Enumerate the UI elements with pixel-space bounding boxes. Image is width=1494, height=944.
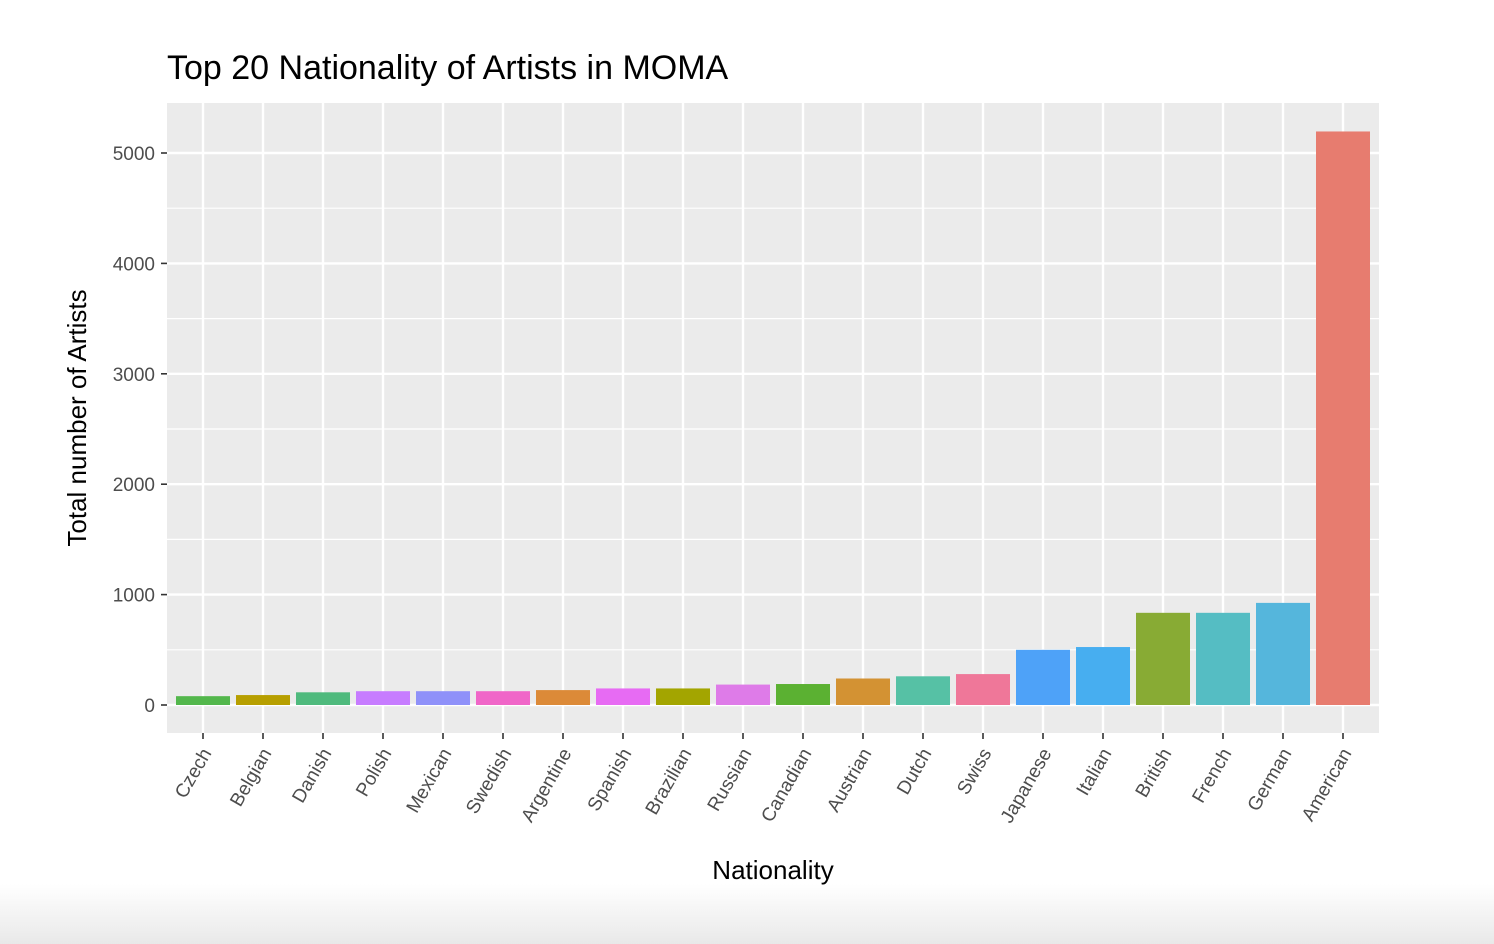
x-axis-title: Nationality — [712, 855, 833, 885]
bar-polish — [356, 691, 410, 705]
x-tick-label-belgian: Belgian — [226, 745, 276, 810]
x-tick-label-dutch: Dutch — [893, 745, 936, 798]
bar-dutch — [896, 676, 950, 705]
bar-british — [1136, 612, 1190, 705]
x-tick-label-french: French — [1189, 745, 1237, 807]
bar-german — [1256, 602, 1310, 705]
x-tick-label-russian: Russian — [704, 745, 757, 815]
x-tick-label-british: British — [1132, 745, 1177, 801]
y-tick-label: 5000 — [113, 144, 155, 165]
bar-spanish — [596, 688, 650, 705]
bar-mexican — [416, 691, 470, 705]
x-tick-label-japanese: Japanese — [997, 745, 1056, 827]
y-axis-title: Total number of Artists — [62, 289, 92, 546]
y-tick-label: 1000 — [113, 586, 155, 607]
bar-russian — [716, 684, 770, 705]
x-tick-label-danish: Danish — [289, 745, 337, 807]
bar-canadian — [776, 684, 830, 705]
bar-czech — [176, 696, 230, 705]
x-tick-label-canadian: Canadian — [757, 745, 816, 826]
chart-title: Top 20 Nationality of Artists in MOMA — [167, 49, 729, 87]
bars — [176, 131, 1370, 706]
y-tick-label: 0 — [144, 696, 155, 717]
bar-danish — [296, 692, 350, 705]
x-tick-label-spanish: Spanish — [584, 745, 637, 815]
x-tick-label-swiss: Swiss — [953, 745, 996, 798]
x-axis: Czech Belgian Danish Polish Mexican Swedish Ar… — [171, 733, 1356, 827]
bar-argentine — [536, 690, 590, 705]
x-tick-label-austrian: Austrian — [823, 745, 876, 816]
major-gridlines — [167, 103, 1379, 733]
bar-american — [1316, 131, 1370, 706]
bar-italian — [1076, 647, 1130, 705]
x-tick-label-swedish: Swedish — [462, 745, 516, 818]
x-tick-label-polish: Polish — [352, 745, 396, 800]
x-tick-label-german: German — [1244, 745, 1297, 815]
x-tick-label-brazilian: Brazilian — [642, 745, 697, 819]
x-tick-label-american: American — [1298, 745, 1356, 825]
bar-japanese — [1016, 649, 1070, 705]
y-axis: 0 1000 2000 3000 4000 5000 — [113, 144, 167, 717]
y-tick-label: 2000 — [113, 475, 155, 496]
bar-brazilian — [656, 688, 710, 705]
x-tick-label-argentine: Argentine — [517, 745, 576, 826]
x-tick-label-czech: Czech — [171, 745, 216, 802]
bar-french — [1196, 612, 1250, 705]
x-tick-label-mexican: Mexican — [403, 745, 457, 817]
y-tick-label: 4000 — [113, 254, 155, 275]
window-bottom-shadow — [0, 884, 1494, 944]
bar-swiss — [956, 674, 1010, 705]
y-tick-label: 3000 — [113, 365, 155, 386]
bar-swedish — [476, 691, 530, 705]
x-tick-label-italian: Italian — [1073, 745, 1117, 799]
bar-belgian — [236, 695, 290, 705]
bar-austrian — [836, 678, 890, 705]
